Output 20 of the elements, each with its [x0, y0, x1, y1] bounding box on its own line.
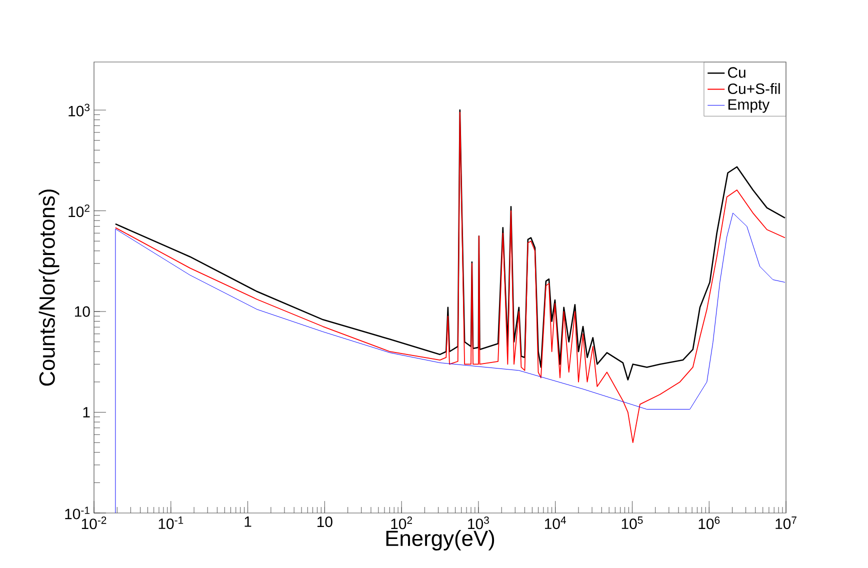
x-tick-label: 10$^{5}$	[622, 516, 643, 530]
y-axis-title: Counts/Nor(protons)	[38, 190, 60, 386]
y-tick-label: 10$^{2}$	[68, 204, 90, 218]
legend-label: Cu+S-fil	[728, 83, 780, 94]
x-tick-label: 10$^{2}$	[391, 516, 412, 530]
x-tick-label: 10$^{4}$	[545, 516, 566, 530]
x-axis-title: Energy(eV)	[386, 530, 494, 550]
x-tick-label: 10$^{-1}$	[158, 516, 184, 530]
x-tick-label: 10	[317, 516, 332, 528]
legend-label: Empty	[728, 99, 770, 113]
y-tick-label: 10$^{-1}$	[65, 506, 90, 520]
x-tick-label: 10$^{6}$	[698, 516, 720, 530]
legend-label: Cu	[728, 67, 746, 78]
x-tick-label: 1	[244, 516, 252, 527]
x-tick-label: 10$^{-2}$	[82, 516, 106, 530]
y-tick-label: 10$^{3}$	[68, 104, 90, 116]
x-tick-label: 10$^{7}$	[776, 516, 796, 530]
y-tick-label: 1	[83, 407, 90, 418]
x-tick-label: 10$^{3}$	[468, 516, 489, 530]
y-tick-label: 10	[74, 306, 90, 317]
